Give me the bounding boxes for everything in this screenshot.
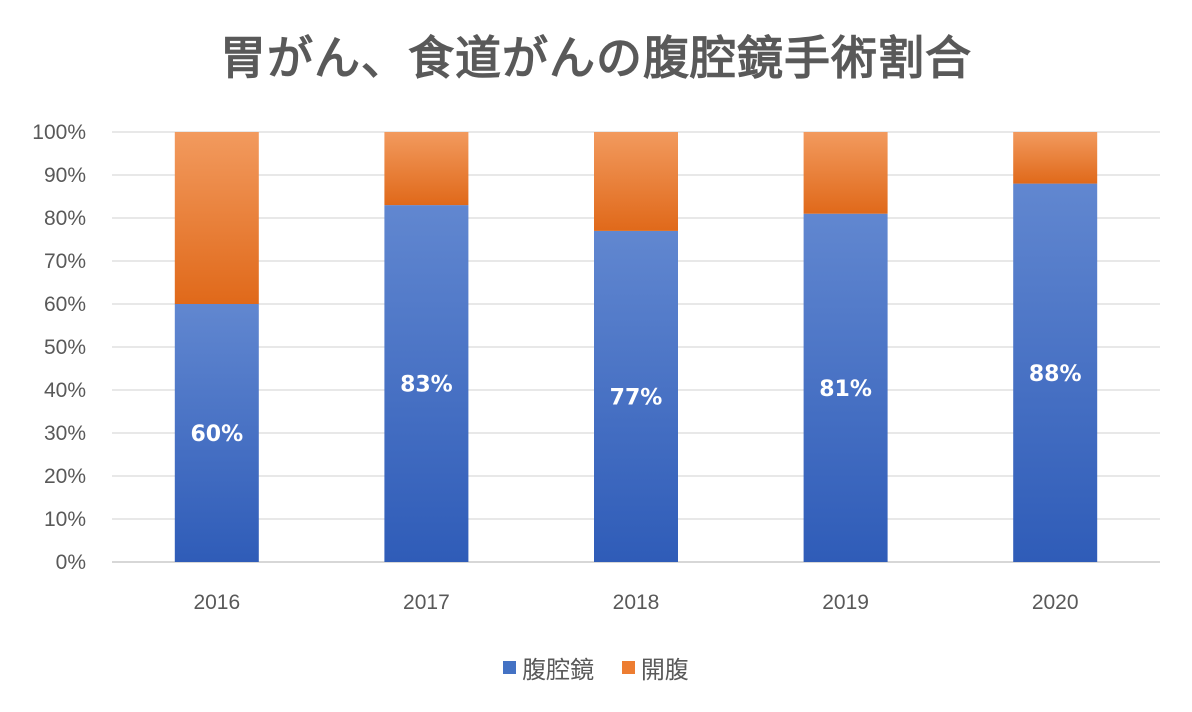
bar-laparoscopic [1013, 183, 1098, 562]
y-tick-label: 90% [44, 164, 86, 187]
x-tick-label: 2019 [822, 591, 869, 614]
legend-swatch-laparoscopic [503, 661, 517, 674]
bars [174, 132, 1098, 562]
bar-laparoscopic [594, 230, 678, 562]
x-tick-label: 2018 [613, 591, 660, 614]
y-tick-label: 100% [32, 121, 86, 144]
legend-label-open-surgery: 開腹 [640, 656, 689, 684]
bar-open-surgery [803, 132, 888, 214]
y-tick-label: 30% [44, 422, 86, 445]
bar-laparoscopic [803, 213, 888, 562]
x-tick-label: 2017 [403, 591, 450, 614]
bar-open-surgery [594, 132, 678, 231]
data-label: 60% [190, 422, 243, 447]
y-tick-label: 80% [44, 207, 86, 230]
y-tick-label: 20% [44, 465, 86, 488]
x-axis: 2016 2017 2018 2019 2020 [193, 591, 1078, 614]
y-tick-label: 70% [44, 250, 86, 273]
legend-item-open-surgery: 開腹 [621, 650, 689, 685]
x-tick-label: 2016 [193, 591, 240, 614]
legend-item-laparoscopic: 腹腔鏡 [503, 650, 594, 685]
data-label: 83% [400, 373, 453, 398]
y-axis: 0% 10% 20% 30% 40% 50% 60% 70% 80% 90% 100% [32, 121, 86, 574]
legend-swatch-open-surgery [621, 661, 635, 674]
bar-laparoscopic [174, 304, 259, 562]
data-labels: 60% 83% 77% 81% 88% [190, 362, 1081, 447]
y-tick-label: 0% [56, 551, 86, 574]
chart-title: 胃がん、食道がんの腹腔鏡手術割合 [220, 31, 972, 85]
y-tick-label: 10% [44, 508, 86, 531]
bar-open-surgery [174, 132, 259, 304]
y-tick-label: 40% [44, 379, 86, 402]
legend-label-laparoscopic: 腹腔鏡 [522, 656, 595, 684]
data-label: 81% [819, 377, 872, 402]
data-label: 77% [610, 385, 663, 410]
x-tick-label: 2020 [1032, 591, 1079, 614]
bar-laparoscopic [384, 205, 469, 562]
legend: 腹腔鏡 開腹 [0, 650, 1192, 685]
y-tick-label: 60% [44, 293, 86, 316]
data-label: 88% [1029, 362, 1082, 387]
y-tick-label: 50% [44, 336, 86, 359]
bar-open-surgery [1013, 132, 1098, 184]
bar-open-surgery [384, 132, 469, 206]
